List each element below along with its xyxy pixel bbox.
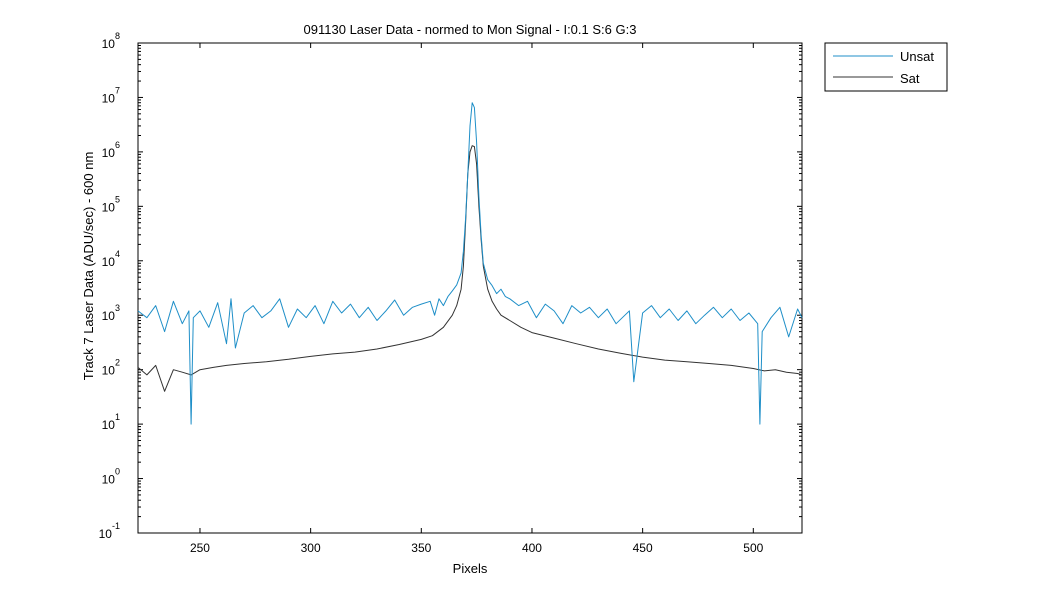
- legend-box: [824, 42, 948, 92]
- chart-title: 091130 Laser Data - normed to Mon Signal…: [304, 22, 637, 37]
- y-tick-exponent: 6: [115, 140, 120, 150]
- y-tick-label: 102: [102, 358, 120, 378]
- y-tick-exponent: 0: [115, 467, 120, 477]
- series-line-sat: [137, 145, 803, 392]
- y-tick-label: 101: [102, 412, 120, 432]
- x-tick-label: 500: [743, 541, 763, 555]
- x-tick-label: 350: [411, 541, 431, 555]
- y-tick-label: 107: [102, 85, 120, 105]
- y-tick-exponent: -1: [112, 521, 120, 531]
- y-tick-label: 105: [102, 194, 120, 214]
- y-tick-exponent: 2: [115, 358, 120, 368]
- y-tick-exponent: 3: [115, 303, 120, 313]
- x-tick-label: 450: [633, 541, 653, 555]
- x-axis-label: Pixels: [453, 561, 488, 576]
- x-tick-label: 400: [522, 541, 542, 555]
- y-tick-exponent: 4: [115, 249, 120, 259]
- y-tick-label: 108: [102, 31, 120, 51]
- x-axis-ticks: 250 300 350 400 450 500: [190, 43, 764, 555]
- y-axis-label: Track 7 Laser Data (ADU/sec) - 600 nm: [81, 152, 96, 381]
- y-tick-exponent: 5: [115, 194, 120, 204]
- y-tick-label: 10-1: [99, 521, 120, 541]
- y-tick-exponent: 7: [115, 85, 120, 95]
- y-tick-label: 100: [102, 467, 120, 487]
- series-line-unsat: [137, 102, 803, 425]
- legend: Unsat Sat: [824, 42, 948, 92]
- y-tick-exponent: 1: [115, 412, 120, 422]
- y-tick-label: 106: [102, 140, 120, 160]
- series-layer: [137, 102, 803, 425]
- y-tick-label: 104: [102, 249, 120, 269]
- legend-label-sat: Sat: [900, 71, 920, 86]
- legend-label-unsat: Unsat: [900, 49, 934, 64]
- x-tick-label: 250: [190, 541, 210, 555]
- x-tick-label: 300: [301, 541, 321, 555]
- y-tick-exponent: 8: [115, 31, 120, 41]
- plot-area: [137, 42, 803, 534]
- y-tick-label: 103: [102, 303, 120, 323]
